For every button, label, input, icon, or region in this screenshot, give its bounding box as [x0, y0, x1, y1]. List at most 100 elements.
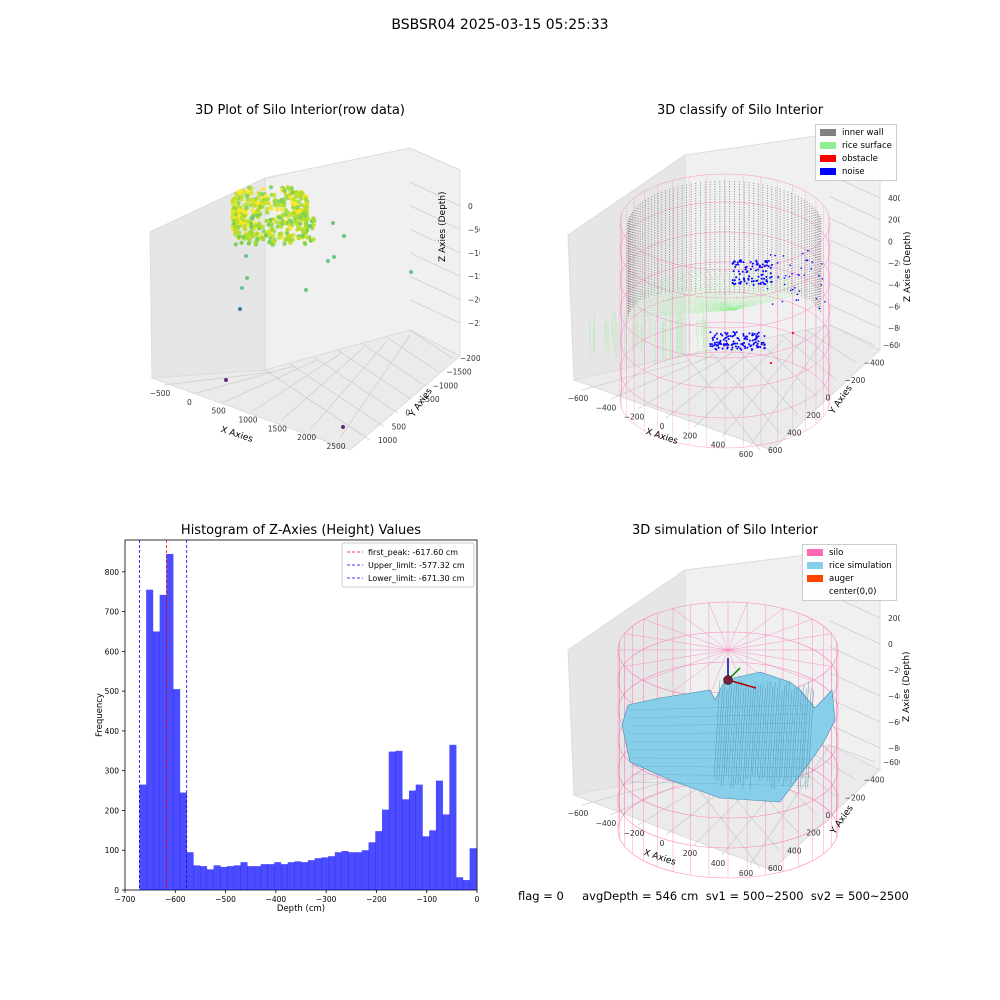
- data-point: [260, 186, 266, 192]
- histogram-bar: [388, 751, 396, 890]
- data-point: [279, 224, 284, 229]
- data-point: [298, 202, 304, 208]
- histogram-bar: [395, 750, 403, 890]
- data-point: [241, 234, 246, 239]
- surface-meshline: [629, 781, 811, 787]
- y-tick-label: 600: [105, 647, 120, 656]
- surface-meshline: [737, 687, 745, 784]
- legend-entry: obstacle: [820, 154, 878, 164]
- noise-point: [756, 262, 759, 265]
- legend-label: obstacle: [842, 154, 878, 164]
- rice-surface-ray: [734, 270, 761, 311]
- noise-point: [744, 266, 747, 269]
- gridline: [829, 196, 881, 221]
- y-tick-label: −200: [845, 793, 866, 802]
- histogram-bar: [139, 784, 147, 890]
- gridline: [749, 329, 831, 447]
- surface-meshline: [629, 773, 811, 778]
- data-point: [255, 195, 261, 200]
- noise-point: [744, 268, 747, 271]
- noise-point: [810, 268, 813, 270]
- data-point: [300, 233, 305, 238]
- rice-surface-ray: [673, 274, 736, 311]
- y-tick-label: 200: [806, 829, 821, 838]
- histogram-bar: [193, 865, 201, 890]
- data-point: [292, 196, 297, 202]
- data-point: [270, 242, 275, 247]
- rice-surface-ray: [685, 271, 736, 311]
- silo-roof-spoke: [727, 649, 832, 667]
- noise-point: [743, 280, 746, 283]
- data-point: [233, 200, 238, 205]
- noise-point: [742, 334, 745, 337]
- noise-point: [745, 282, 748, 285]
- rice-surface-ray: [662, 277, 736, 311]
- histogram-bars: [139, 553, 477, 890]
- z-tick-label: −400: [888, 281, 900, 290]
- classify-3d-plot: −600 −400 −200 0 200 400 600 600 400 200 0 −200 −400…: [567, 133, 900, 459]
- data-point: [247, 234, 252, 239]
- noise-point: [791, 272, 793, 275]
- data-point: [277, 232, 282, 237]
- noise-point: [798, 290, 801, 292]
- gridline: [829, 239, 881, 264]
- noise-point: [755, 279, 758, 282]
- noise-point: [761, 273, 764, 276]
- noise-point: [746, 270, 749, 273]
- histogram-ticks: −700 −600 −500 −400 −300 −200 −100 0 0 100 200 300 4…: [105, 568, 480, 904]
- surface-meshline: [749, 681, 757, 790]
- noise-point: [717, 346, 720, 349]
- data-point: [233, 224, 238, 229]
- silo-roof-spoke: [727, 633, 832, 651]
- noise-point: [751, 332, 754, 335]
- noise-point: [818, 275, 820, 277]
- data-point: [311, 237, 316, 242]
- rice-surface-ray: [725, 267, 736, 311]
- z-tick-label: 0: [888, 640, 893, 649]
- legend-entry: rice simulation: [807, 561, 892, 571]
- noise-point: [729, 335, 732, 338]
- noise-point: [713, 336, 716, 339]
- data-point: [251, 198, 256, 204]
- silo-roof-spoke: [727, 608, 784, 651]
- gridline: [829, 724, 881, 749]
- noise-point: [755, 259, 758, 262]
- data-point: [290, 205, 296, 210]
- rice-surface-ray: [679, 272, 736, 311]
- noise-point: [737, 337, 740, 340]
- data-point: [239, 197, 244, 202]
- data-point: [288, 240, 293, 245]
- legend-swatch: [820, 155, 836, 162]
- data-point: [290, 237, 295, 243]
- noise-point: [726, 347, 729, 350]
- y-tick-label: −1500: [446, 368, 472, 377]
- surface-meshline: [802, 681, 809, 779]
- noise-point: [718, 341, 721, 344]
- data-point: [249, 225, 254, 230]
- data-point: [233, 191, 239, 196]
- legend-swatch: [820, 129, 836, 136]
- noise-point: [751, 265, 754, 268]
- noise-point: [760, 343, 763, 346]
- data-point: [266, 228, 272, 234]
- noise-point: [757, 335, 760, 338]
- data-point: [242, 225, 247, 230]
- data-point: [297, 226, 302, 231]
- x-tick-label: −400: [266, 895, 287, 904]
- surface-meshline: [745, 689, 752, 780]
- y-tick-label: 1000: [378, 436, 397, 445]
- noise-point: [758, 266, 761, 269]
- noise-point: [756, 336, 759, 339]
- y-tick-label: 500: [105, 687, 120, 696]
- surface-meshline: [723, 682, 730, 781]
- gridline: [757, 339, 818, 398]
- data-point: [288, 225, 293, 231]
- data-point: [341, 425, 345, 429]
- surface-meshline: [629, 713, 811, 719]
- noise-point: [711, 336, 714, 339]
- data-point: [304, 203, 309, 208]
- data-point: [298, 221, 303, 226]
- data-point: [289, 219, 294, 224]
- noise-point: [731, 346, 734, 349]
- noise-point: [733, 332, 736, 335]
